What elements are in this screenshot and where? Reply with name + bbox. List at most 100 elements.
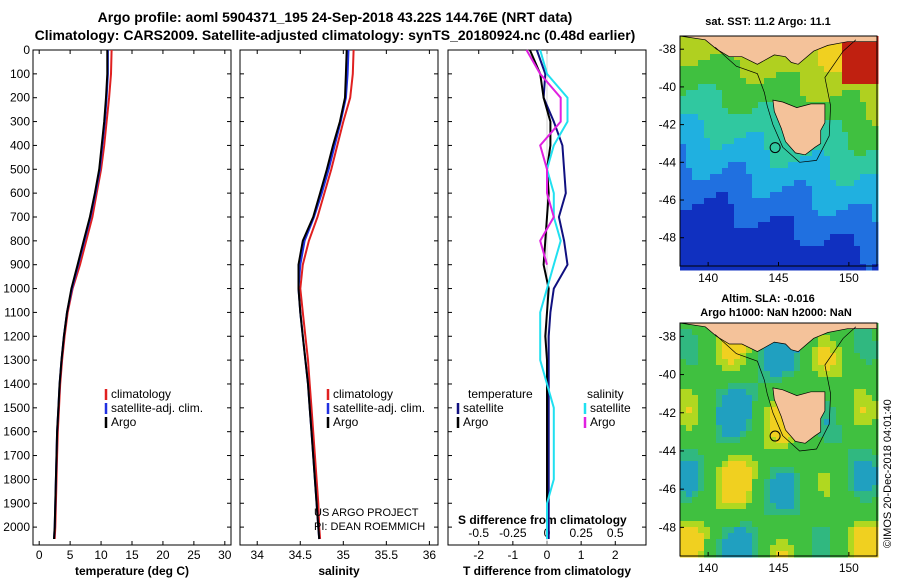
map-cell: [770, 156, 777, 163]
map-cell: [686, 192, 693, 199]
map-cell: [686, 479, 693, 486]
map-cell: [776, 234, 783, 241]
map-cell: [860, 395, 867, 402]
map-cell: [728, 162, 735, 169]
map-cell: [824, 449, 831, 456]
y-tick-label: 600: [10, 186, 30, 200]
map-cell: [704, 264, 711, 271]
map-cell: [866, 539, 873, 546]
map-cell: [692, 407, 699, 414]
map-cell: [842, 108, 849, 115]
map-cell: [692, 252, 699, 259]
map-cell: [710, 401, 717, 408]
map-cell: [782, 431, 789, 438]
map-cell: [842, 473, 849, 480]
map-cell: [728, 156, 735, 163]
map-cell: [872, 144, 879, 151]
map-cell: [866, 425, 873, 432]
map-cell: [824, 401, 831, 408]
map-cell: [842, 102, 849, 109]
map-cell: [848, 509, 855, 516]
map-cell: [830, 551, 837, 558]
map-cell: [830, 395, 837, 402]
map-cell: [770, 96, 777, 103]
map-cell: [716, 515, 723, 522]
map-cell: [758, 515, 765, 522]
map-cell: [752, 371, 759, 378]
map-cell: [758, 198, 765, 205]
map-cell: [806, 90, 813, 97]
map-cell: [710, 479, 717, 486]
map-cell: [722, 168, 729, 175]
map-cell: [836, 371, 843, 378]
map-cell: [686, 437, 693, 444]
map-cell: [794, 353, 801, 360]
map-cell: [848, 228, 855, 235]
map-cell: [704, 407, 711, 414]
map-cell: [710, 389, 717, 396]
salinity-panel: 34 34.5 35 35.5 36salinityclimatologysatelli…: [239, 49, 439, 578]
map-cell: [764, 521, 771, 528]
map-cell: [770, 371, 777, 378]
map-cell: [806, 443, 813, 450]
map-cell: [848, 389, 855, 396]
map-cell: [866, 162, 873, 169]
map-cell: [776, 437, 783, 444]
map-cell: [800, 216, 807, 223]
map-cell: [728, 234, 735, 241]
map-cell: [698, 461, 705, 468]
map-cell: [818, 60, 825, 67]
map-cell: [806, 264, 813, 271]
legend-label: Argo: [590, 415, 616, 429]
map-cell: [842, 449, 849, 456]
map-cell: [776, 461, 783, 468]
map-cell: [716, 252, 723, 259]
map-cell: [836, 198, 843, 205]
map-cell: [782, 527, 789, 534]
map-cell: [764, 66, 771, 73]
map-cell: [872, 359, 879, 366]
map-cell: [770, 377, 777, 384]
map-cell: [800, 443, 807, 450]
map-cell: [860, 509, 867, 516]
map-cell: [692, 431, 699, 438]
map-cell: [830, 455, 837, 462]
map-cell: [746, 347, 753, 354]
map-cell: [866, 395, 873, 402]
map-cell: [854, 174, 861, 181]
map-cell: [692, 437, 699, 444]
map-cell: [806, 467, 813, 474]
map-cell: [764, 347, 771, 354]
map-cell: [848, 527, 855, 534]
map-cell: [698, 126, 705, 133]
difference-series-argo: [525, 49, 562, 265]
map-cell: [830, 383, 837, 390]
map-cell: [872, 377, 879, 384]
map-cell: [830, 509, 837, 516]
map-cell: [860, 455, 867, 462]
map-cell: [692, 258, 699, 265]
map-cell: [872, 234, 879, 241]
map-cell: [872, 455, 879, 462]
map-cell: [776, 443, 783, 450]
map-cell: [848, 96, 855, 103]
map-cell: [734, 66, 741, 73]
map-cell: [872, 102, 879, 109]
map-cell: [830, 72, 837, 79]
map-cell: [866, 186, 873, 193]
map-cell: [806, 150, 813, 157]
map-cell: [788, 228, 795, 235]
map-cell: [824, 108, 831, 115]
map-cell: [752, 96, 759, 103]
map-cell: [734, 264, 741, 271]
map-cell: [692, 66, 699, 73]
map-cell: [770, 479, 777, 486]
map-cell: [824, 341, 831, 348]
map-cell: [842, 521, 849, 528]
map-cell: [764, 78, 771, 85]
map-cell: [824, 389, 831, 396]
map-cell: [734, 533, 741, 540]
map-cell: [776, 479, 783, 486]
map-cell: [866, 210, 873, 217]
map-cell: [824, 48, 831, 55]
